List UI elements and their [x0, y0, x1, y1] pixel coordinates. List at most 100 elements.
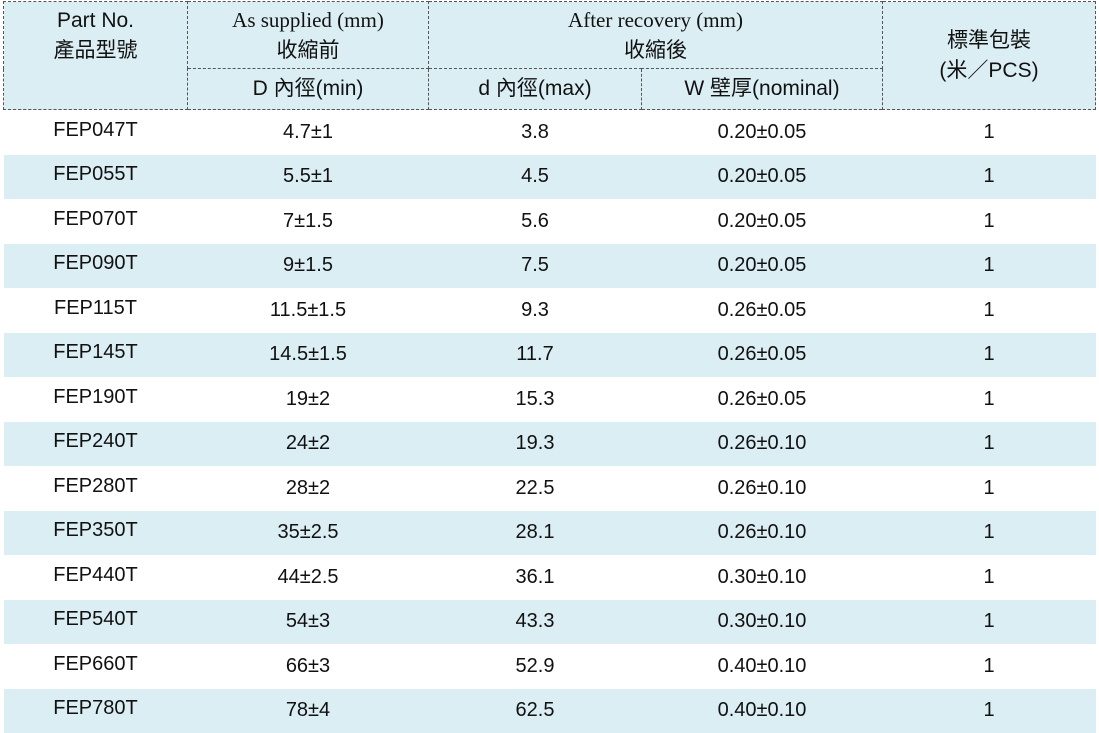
part-number: FEP660T [4, 644, 188, 689]
table-cell: 0.20±0.05 [642, 110, 883, 155]
table-cell: 1 [883, 199, 1096, 244]
table-cell: 78±4 [188, 689, 429, 733]
table-cell: 28.1 [429, 511, 642, 556]
part-number: FEP240T [4, 422, 188, 467]
table-cell: 0.40±0.10 [642, 689, 883, 733]
header-text: (米／PCS) [883, 56, 1095, 86]
sub-header: D 內徑(min) [188, 69, 429, 110]
table-cell: 0.26±0.05 [642, 377, 883, 422]
table-cell: 0.20±0.05 [642, 199, 883, 244]
table-header: Part No. 產品型號 As supplied (mm) 收縮前 After… [4, 2, 1096, 110]
part-number: FEP055T [4, 155, 188, 200]
table-cell: 3.8 [429, 110, 642, 155]
table-cell: 66±3 [188, 644, 429, 689]
table-cell: 1 [883, 288, 1096, 333]
table-cell: 52.9 [429, 644, 642, 689]
table-cell: 7±1.5 [188, 199, 429, 244]
table-cell: 1 [883, 600, 1096, 645]
table-cell: 54±3 [188, 600, 429, 645]
table-cell: 1 [883, 644, 1096, 689]
table-cell: 0.26±0.10 [642, 511, 883, 556]
table-cell: 0.26±0.05 [642, 333, 883, 378]
table-cell: 4.7±1 [188, 110, 429, 155]
table-cell: 0.20±0.05 [642, 244, 883, 289]
table-cell: 9.3 [429, 288, 642, 333]
table-cell: 1 [883, 244, 1096, 289]
part-no-header: Part No. 產品型號 [4, 2, 188, 110]
table-cell: 1 [883, 511, 1096, 556]
header-text: As supplied (mm) [188, 5, 428, 35]
table-cell: 36.1 [429, 555, 642, 600]
table-cell: 0.30±0.10 [642, 600, 883, 645]
part-number: FEP115T [4, 288, 188, 333]
table-cell: 1 [883, 466, 1096, 511]
part-number: FEP540T [4, 600, 188, 645]
table-cell: 1 [883, 689, 1096, 733]
header-text: Part No. [4, 6, 187, 36]
table-cell: 1 [883, 555, 1096, 600]
as-supplied-header: As supplied (mm) 收縮前 [188, 2, 429, 69]
table-cell: 62.5 [429, 689, 642, 733]
after-recovery-header: After recovery (mm) 收縮後 [429, 2, 883, 69]
table-cell: 24±2 [188, 422, 429, 467]
table-cell: 9±1.5 [188, 244, 429, 289]
table-cell: 0.20±0.05 [642, 155, 883, 200]
table-cell: 1 [883, 110, 1096, 155]
table-cell: 43.3 [429, 600, 642, 645]
table-cell: 0.30±0.10 [642, 555, 883, 600]
table-cell: 19.3 [429, 422, 642, 467]
part-number: FEP780T [4, 689, 188, 733]
table-cell: 11.7 [429, 333, 642, 378]
table-cell: 1 [883, 333, 1096, 378]
header-row: Part No. 產品型號 As supplied (mm) 收縮前 After… [4, 2, 1096, 69]
part-number: FEP070T [4, 199, 188, 244]
table-cell: 44±2.5 [188, 555, 429, 600]
table-cell: 5.5±1 [188, 155, 429, 200]
table-cell: 14.5±1.5 [188, 333, 429, 378]
part-number: FEP440T [4, 555, 188, 600]
part-number: FEP350T [4, 511, 188, 556]
header-text: 標準包裝 [883, 26, 1095, 56]
sub-header: W 壁厚(nominal) [642, 69, 883, 110]
table-cell: 11.5±1.5 [188, 288, 429, 333]
package-header: 標準包裝 (米／PCS) [883, 2, 1096, 110]
spec-table: Part No. 產品型號 As supplied (mm) 收縮前 After… [3, 1, 1096, 733]
table-cell: 15.3 [429, 377, 642, 422]
part-number: FEP090T [4, 244, 188, 289]
part-number: FEP047T [4, 110, 188, 155]
table-cell: 1 [883, 377, 1096, 422]
table-cell: 0.26±0.10 [642, 422, 883, 467]
part-number: FEP280T [4, 466, 188, 511]
header-text: 產品型號 [4, 36, 187, 66]
header-text: 收縮前 [188, 35, 428, 65]
table-cell: 0.40±0.10 [642, 644, 883, 689]
page: Part No. 產品型號 As supplied (mm) 收縮前 After… [0, 0, 1099, 680]
table-cell: 1 [883, 422, 1096, 467]
table-cell: 4.5 [429, 155, 642, 200]
header-text: After recovery (mm) [429, 5, 882, 35]
table-cell: 22.5 [429, 466, 642, 511]
part-number: FEP145T [4, 333, 188, 378]
table-cell: 0.26±0.10 [642, 466, 883, 511]
sub-header: d 內徑(max) [429, 69, 642, 110]
table-cell: 0.26±0.05 [642, 288, 883, 333]
table-cell: 1 [883, 155, 1096, 200]
table-cell: 28±2 [188, 466, 429, 511]
table-cell: 7.5 [429, 244, 642, 289]
header-text: 收縮後 [429, 35, 882, 65]
table-cell: 35±2.5 [188, 511, 429, 556]
